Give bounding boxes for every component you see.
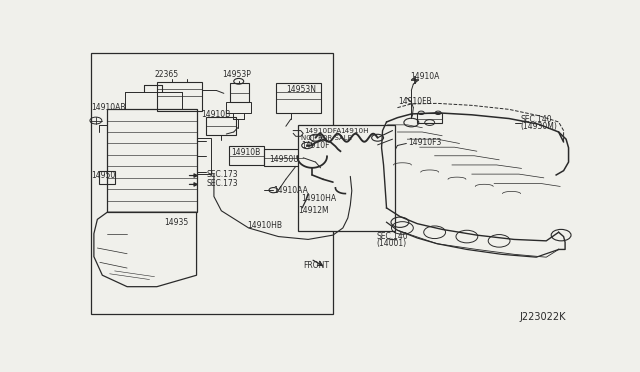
Text: SEC.140: SEC.140 bbox=[520, 115, 552, 124]
Text: 22365: 22365 bbox=[155, 70, 179, 79]
Bar bbox=[99, 171, 115, 183]
Bar bbox=[417, 113, 442, 122]
Bar bbox=[207, 117, 236, 135]
Text: 14950U: 14950U bbox=[269, 155, 300, 164]
Text: 14910DFA: 14910DFA bbox=[304, 128, 342, 134]
Text: 14910F3: 14910F3 bbox=[408, 138, 441, 147]
Bar bbox=[91, 53, 333, 314]
Text: 14953N: 14953N bbox=[286, 84, 316, 93]
Text: 14910F: 14910F bbox=[301, 141, 329, 150]
Text: SEC.173: SEC.173 bbox=[207, 179, 238, 188]
Text: 14910FB: 14910FB bbox=[399, 97, 432, 106]
Text: 14910HB: 14910HB bbox=[248, 221, 283, 231]
Text: 14950: 14950 bbox=[91, 171, 115, 180]
Text: 14910H: 14910H bbox=[340, 128, 369, 134]
Bar bbox=[196, 138, 211, 173]
Text: J223022K: J223022K bbox=[520, 312, 566, 322]
Text: 14910B: 14910B bbox=[202, 110, 231, 119]
Bar bbox=[227, 102, 251, 113]
Text: 14910AB: 14910AB bbox=[91, 103, 125, 112]
Text: 14910HA: 14910HA bbox=[301, 194, 336, 203]
Text: 14910A: 14910A bbox=[410, 72, 439, 81]
Text: NOT FOR SALE: NOT FOR SALE bbox=[301, 135, 352, 141]
Bar bbox=[264, 149, 303, 166]
Bar bbox=[230, 83, 249, 102]
Text: 14910B: 14910B bbox=[231, 148, 260, 157]
Text: SEC.173: SEC.173 bbox=[207, 170, 238, 179]
Text: (14930M): (14930M) bbox=[520, 122, 557, 131]
Text: 14910AA: 14910AA bbox=[273, 186, 308, 195]
Bar bbox=[298, 125, 395, 231]
Text: 14912M: 14912M bbox=[298, 206, 329, 215]
Text: SEC.140: SEC.140 bbox=[376, 232, 408, 241]
Bar bbox=[157, 82, 202, 110]
Text: 14953P: 14953P bbox=[222, 70, 251, 79]
Bar bbox=[229, 146, 264, 165]
Text: 14935: 14935 bbox=[164, 218, 189, 227]
Text: (14001): (14001) bbox=[376, 239, 407, 248]
Bar bbox=[276, 83, 321, 113]
Text: FRONT: FRONT bbox=[303, 261, 329, 270]
